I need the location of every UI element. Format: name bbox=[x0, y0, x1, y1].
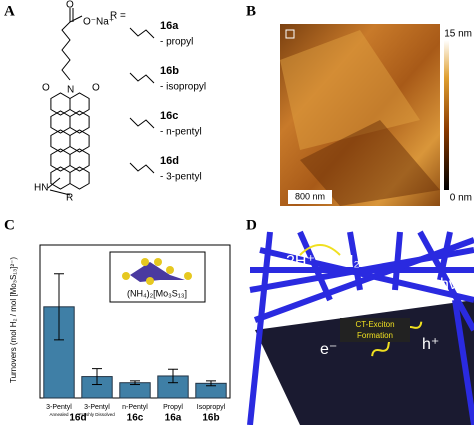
light: hν bbox=[440, 276, 457, 293]
rod bbox=[247, 231, 273, 425]
x-tick-note: Annealed bbox=[49, 412, 69, 417]
colorbar bbox=[444, 40, 449, 190]
bond bbox=[47, 177, 61, 189]
r-equals: R = bbox=[110, 11, 126, 22]
arrow bbox=[299, 244, 341, 256]
electron: e⁻ bbox=[320, 341, 337, 358]
x-tick-label: 3-Pentyl bbox=[46, 404, 72, 411]
atom: O bbox=[92, 83, 100, 94]
panel-label: B bbox=[246, 3, 256, 19]
substrate bbox=[247, 230, 474, 425]
ring bbox=[69, 129, 90, 153]
panel-label: D bbox=[246, 217, 257, 233]
group-label: 16d bbox=[69, 413, 86, 424]
inset-label: (NH₄)₂[Mo₃S₁₃] bbox=[127, 288, 187, 298]
exciton-box bbox=[340, 318, 410, 342]
x-tick-note: Freshly Dissolved bbox=[79, 412, 115, 417]
y-axis-label: Turnovers (mol H₂ / mol [Mo₃S₁₃]²⁻) bbox=[9, 257, 18, 383]
x-tick-label: Isopropyl bbox=[197, 404, 226, 411]
atom: O bbox=[42, 83, 50, 94]
substituent-sketch bbox=[129, 72, 155, 84]
atom: N bbox=[67, 85, 74, 96]
compound-id: 16c bbox=[160, 110, 178, 122]
scale-bar: 800 nm bbox=[295, 191, 325, 201]
compound-id: 16b bbox=[160, 65, 179, 77]
reactant: 2H⁺ bbox=[286, 253, 315, 270]
bond bbox=[49, 189, 71, 196]
compound-name: - n-pentyl bbox=[160, 127, 202, 138]
substituent-sketch bbox=[129, 27, 155, 39]
ring bbox=[50, 166, 71, 190]
colorbar-min: 0 nm bbox=[450, 193, 472, 204]
ring bbox=[69, 148, 90, 172]
rod bbox=[297, 230, 333, 302]
panel-label: A bbox=[4, 3, 15, 19]
x-tick-label: 3-Pentyl bbox=[84, 404, 110, 411]
group-label: 16a bbox=[165, 413, 182, 424]
hole: h⁺ bbox=[422, 336, 439, 353]
x-tick-label: Propyl bbox=[163, 404, 183, 411]
colorbar-max: 15 nm bbox=[444, 29, 472, 40]
rod bbox=[417, 230, 474, 332]
rod bbox=[253, 237, 474, 323]
atom: O bbox=[66, 0, 74, 11]
ring bbox=[50, 92, 71, 116]
exciton-label: CT-Exciton bbox=[355, 320, 394, 329]
ring bbox=[69, 92, 90, 116]
ring bbox=[69, 110, 90, 134]
atom: R bbox=[66, 193, 73, 204]
panel-label: C bbox=[4, 217, 15, 233]
product: H₂ bbox=[342, 253, 360, 270]
exciton-label: Formation bbox=[357, 331, 393, 340]
group-label: 16c bbox=[127, 413, 144, 424]
flake bbox=[300, 120, 440, 206]
substituent-sketch bbox=[129, 117, 155, 129]
atom: O⁻Na⁺ bbox=[83, 17, 114, 28]
flake bbox=[280, 30, 420, 150]
cluster bbox=[122, 258, 192, 285]
compound-name: - 3-pentyl bbox=[160, 172, 202, 183]
substituent-sketch bbox=[129, 162, 155, 174]
rod bbox=[392, 231, 403, 291]
molecule bbox=[47, 8, 90, 196]
ring bbox=[69, 166, 90, 190]
rod bbox=[452, 299, 474, 425]
x-tick-label: n-Pentyl bbox=[122, 404, 148, 411]
compound-name: - propyl bbox=[160, 37, 193, 48]
atom: HN bbox=[34, 183, 48, 194]
scale-box bbox=[288, 190, 332, 204]
marker bbox=[285, 29, 295, 39]
compound-id: 16d bbox=[160, 155, 179, 167]
group-label: 16b bbox=[202, 413, 219, 424]
sheet bbox=[255, 300, 474, 425]
compound-name: - isopropyl bbox=[160, 82, 206, 93]
compound-id: 16a bbox=[160, 20, 179, 32]
rod bbox=[259, 247, 474, 303]
